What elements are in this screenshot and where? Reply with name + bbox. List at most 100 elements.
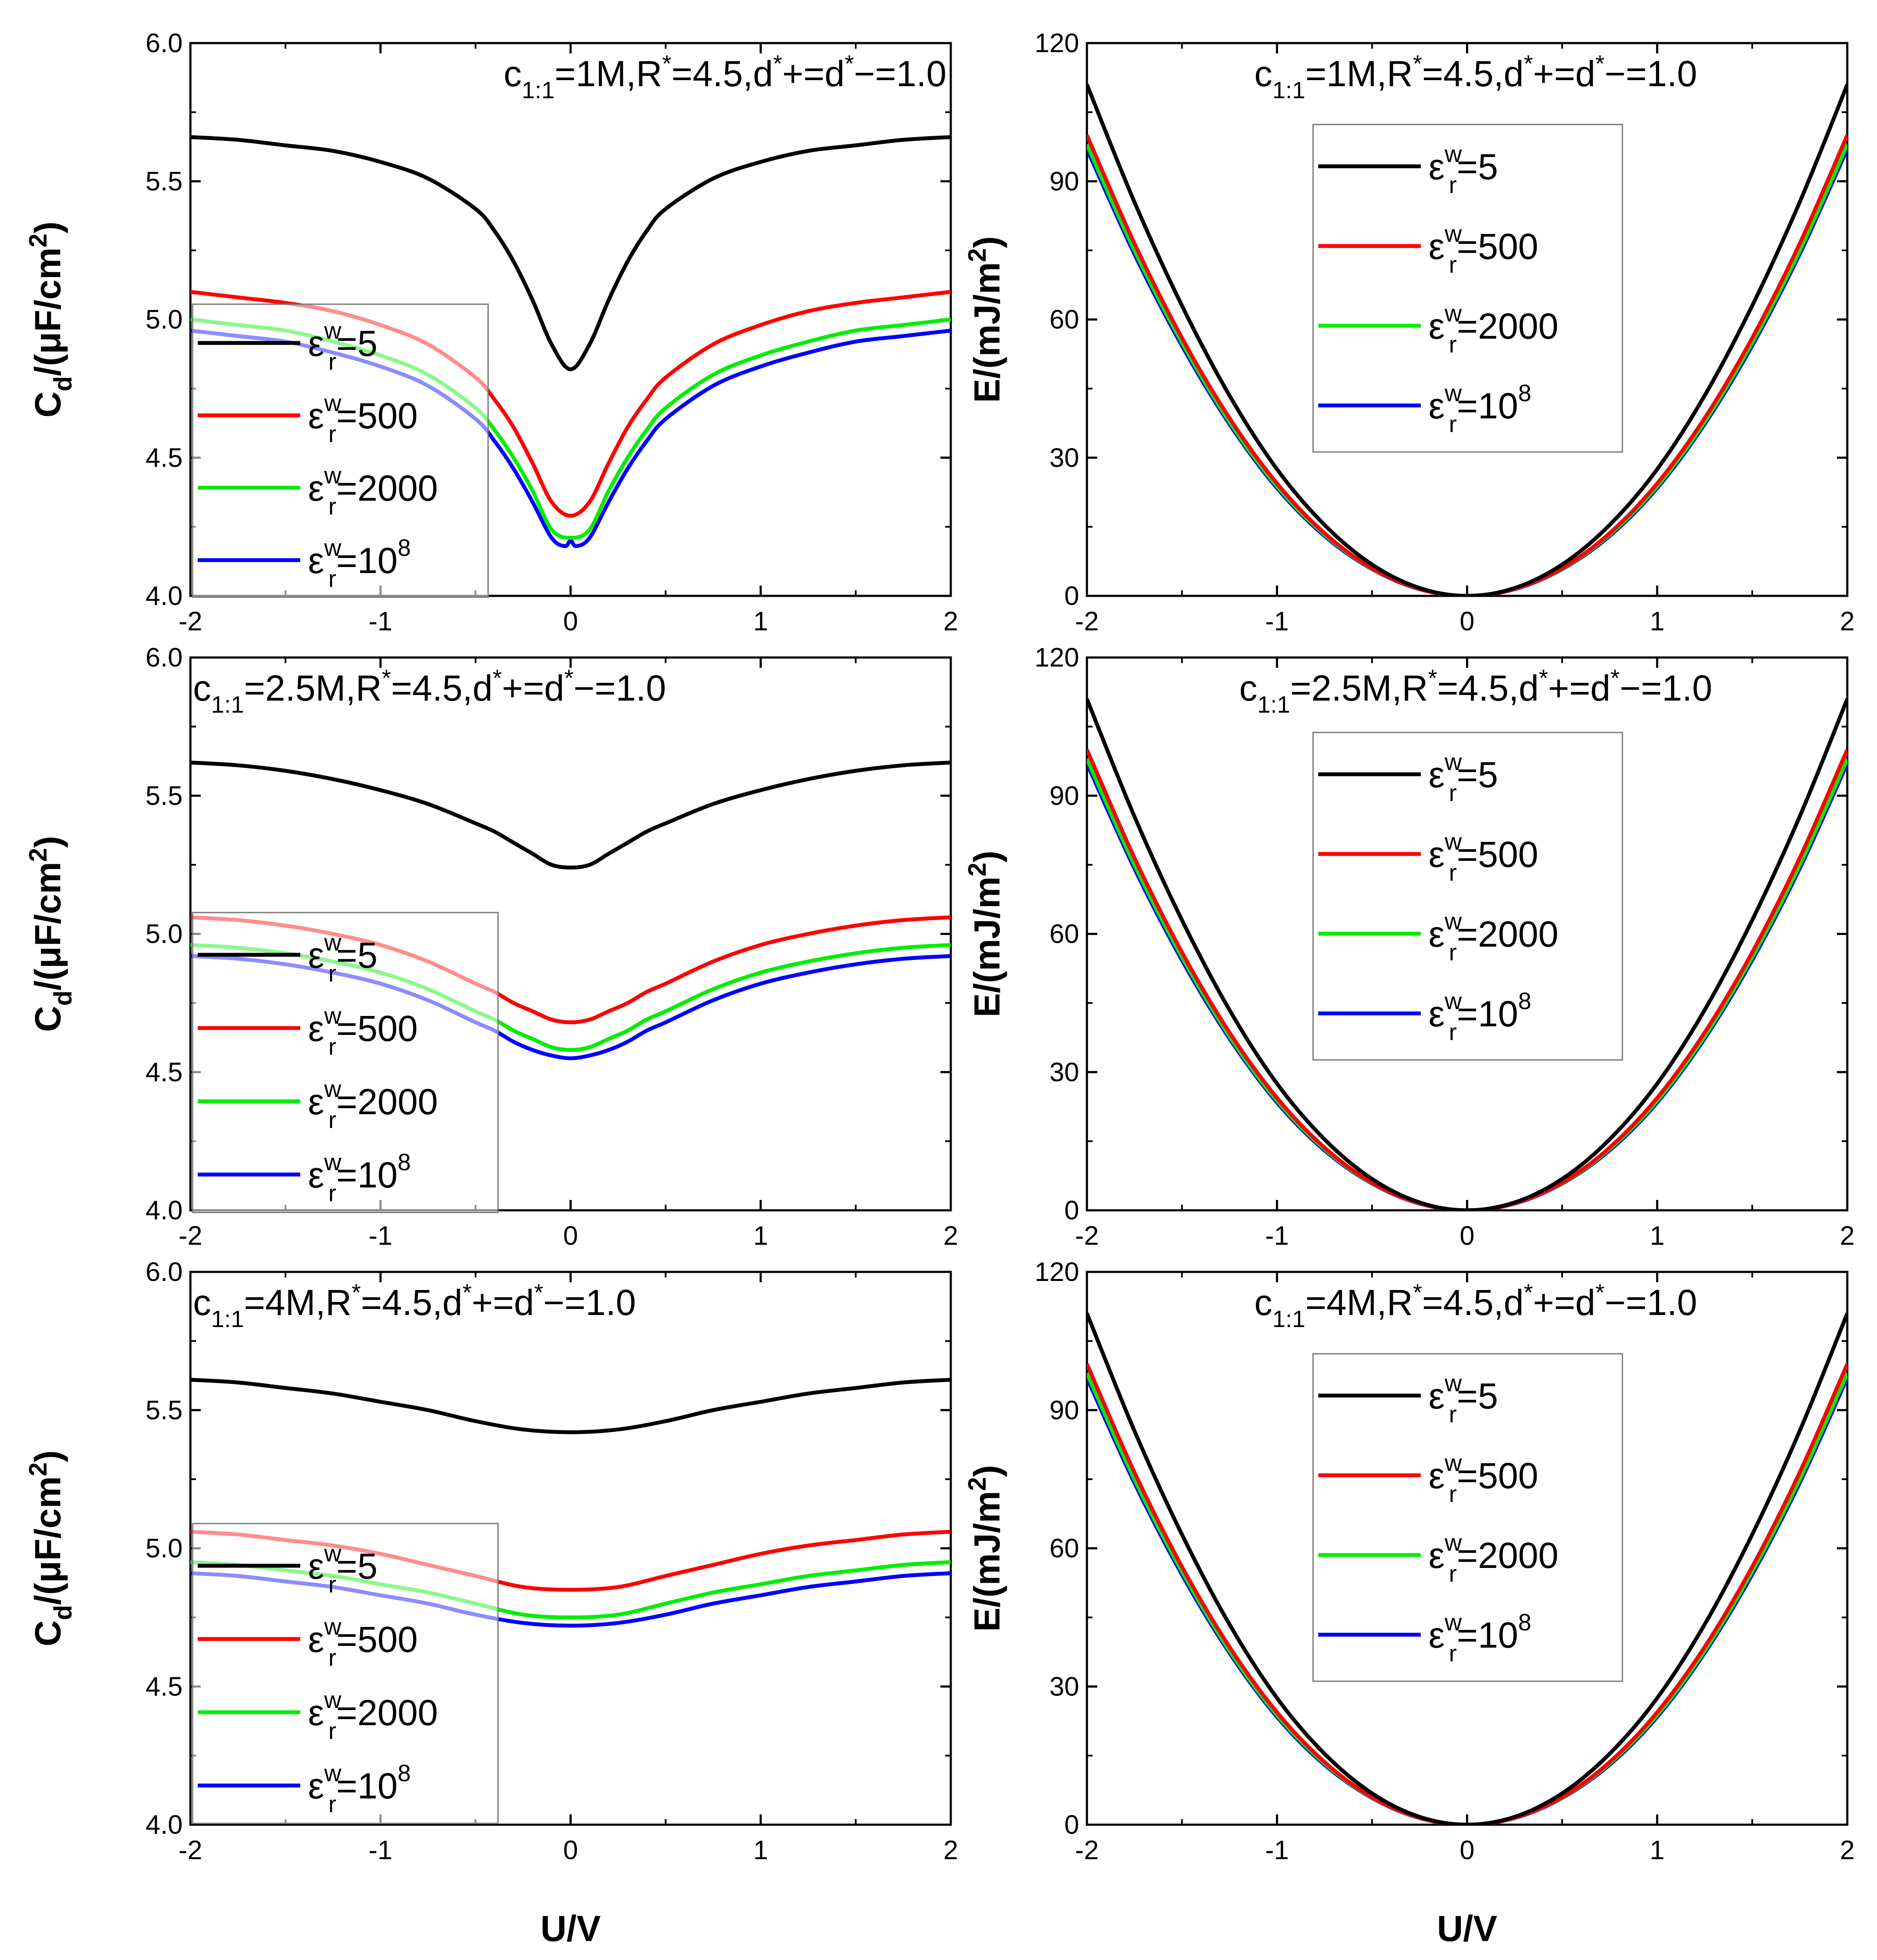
legend-value: =10 bbox=[1457, 386, 1519, 426]
legend-symbol: ε bbox=[308, 1008, 324, 1049]
legend-sup: w bbox=[1444, 828, 1462, 855]
ann-star: * bbox=[1595, 1279, 1604, 1306]
legend-sub: r bbox=[1449, 1560, 1457, 1587]
ann-c: c bbox=[504, 53, 522, 94]
legend-sup: w bbox=[1444, 1609, 1462, 1636]
x-tick-label: 1 bbox=[1650, 607, 1665, 636]
series-line bbox=[190, 135, 951, 371]
ann-sub: 1:1 bbox=[211, 691, 244, 718]
ylabel-end: ) bbox=[967, 851, 1007, 863]
y-tick-label: 5.5 bbox=[146, 1396, 183, 1425]
y-tick-label: 5.5 bbox=[146, 781, 183, 811]
panel-annotation: c1:1=1M,R*=4.5,d*+=d*−=1.0 bbox=[1254, 50, 1697, 103]
legend-value: =10 bbox=[1457, 1615, 1519, 1655]
legend-sub: r bbox=[328, 1717, 336, 1744]
ylabel-sup: 2 bbox=[963, 248, 991, 262]
legend-sup: w bbox=[1444, 1370, 1462, 1396]
y-axis-title: Cd/(μF/cm2) bbox=[24, 221, 77, 418]
x-tick-label: -2 bbox=[1075, 607, 1099, 636]
x-tick-label: 2 bbox=[943, 1835, 958, 1865]
legend-value-sup: 8 bbox=[1518, 380, 1531, 406]
legend-symbol: ε bbox=[1429, 994, 1444, 1034]
legend-value: =2000 bbox=[336, 1692, 438, 1733]
ylabel-end: ) bbox=[28, 1450, 68, 1462]
series-line bbox=[1087, 143, 1847, 596]
legend-sub: r bbox=[1449, 1640, 1457, 1667]
legend-value: =5 bbox=[1457, 754, 1498, 795]
legend-sub: r bbox=[1449, 411, 1457, 437]
x-tick-label: -2 bbox=[178, 1221, 202, 1251]
legend-value: =5 bbox=[1457, 146, 1498, 187]
y-tick-label: 4.5 bbox=[146, 1672, 183, 1701]
x-tick-label: 2 bbox=[1840, 607, 1855, 636]
ann-star: * bbox=[1610, 664, 1619, 691]
ann-star: * bbox=[382, 664, 391, 691]
y-tick-label: 120 bbox=[1035, 643, 1079, 673]
ylabel-main: E/(mJ/m bbox=[967, 876, 1007, 1017]
legend-box bbox=[192, 912, 499, 1213]
legend-sup: w bbox=[324, 1613, 341, 1640]
legend-symbol: ε bbox=[308, 540, 324, 581]
ann-eq: =4M,R bbox=[244, 1282, 352, 1323]
legend-label: εw r=2000 bbox=[1429, 300, 1558, 358]
legend-sub: r bbox=[328, 1033, 336, 1060]
ann-star: * bbox=[463, 1279, 472, 1306]
legend-value: =500 bbox=[336, 1619, 418, 1660]
ann-mid: =4.5,d bbox=[391, 668, 493, 708]
y-tick-label: 60 bbox=[1049, 1534, 1079, 1564]
legend-sub: r bbox=[328, 1180, 336, 1206]
legend-sub: r bbox=[328, 493, 336, 520]
ann-mid: =4.5,d bbox=[1422, 1282, 1524, 1323]
series-line bbox=[190, 1377, 951, 1434]
legend-symbol: ε bbox=[308, 1081, 324, 1122]
legend-label: εw r=2000 bbox=[308, 1075, 438, 1133]
y-tick-label: 5.0 bbox=[146, 305, 183, 335]
y-axis-title: E/(mJ/m2) bbox=[963, 851, 1007, 1017]
ann-star: * bbox=[662, 50, 671, 77]
legend-sup: w bbox=[324, 462, 341, 489]
legend-sup: w bbox=[1444, 140, 1462, 167]
ann-mid: =4.5,d bbox=[1422, 53, 1524, 94]
ann-sub: 1:1 bbox=[1257, 691, 1290, 718]
ylabel-sup: 2 bbox=[963, 1477, 991, 1491]
legend-value: =5 bbox=[336, 935, 378, 975]
series-group bbox=[1087, 1312, 1847, 1825]
legend-label: εw r=2000 bbox=[1429, 1529, 1558, 1587]
legend-sup: w bbox=[1444, 380, 1462, 406]
legend-sup: w bbox=[324, 1760, 341, 1786]
x-tick-label: -2 bbox=[1075, 1221, 1099, 1251]
series-line bbox=[1087, 758, 1847, 1210]
legend-label: εw r=108 bbox=[1429, 380, 1531, 437]
y-tick-label: 5.5 bbox=[146, 167, 183, 196]
ylabel-end: ) bbox=[967, 236, 1007, 248]
legend-sup: w bbox=[324, 317, 341, 344]
legend-box bbox=[192, 1523, 499, 1824]
legend-value: =10 bbox=[336, 1766, 398, 1806]
legend-sub: r bbox=[328, 421, 336, 447]
x-tick-label: -2 bbox=[1075, 1835, 1099, 1865]
legend-sub: r bbox=[328, 1791, 336, 1817]
legend-sub: r bbox=[1449, 779, 1457, 806]
x-tick-label: -1 bbox=[369, 1221, 392, 1251]
legend-symbol: ε bbox=[1429, 386, 1444, 426]
ann-star: * bbox=[1413, 1279, 1422, 1306]
y-tick-label: 5.0 bbox=[146, 1534, 183, 1564]
panel-annotation: c1:1=2.5M,R*=4.5,d*+=d*−=1.0 bbox=[1239, 664, 1712, 718]
ylabel-sup: 2 bbox=[24, 234, 52, 247]
x-tick-label: -2 bbox=[178, 607, 202, 636]
ann-c: c bbox=[193, 668, 211, 708]
ylabel-main: E/(mJ/m bbox=[967, 262, 1007, 403]
series-line bbox=[1087, 748, 1847, 1210]
y-axis-title: E/(mJ/m2) bbox=[963, 1465, 1007, 1632]
x-tick-label: 2 bbox=[1840, 1221, 1855, 1251]
legend-label: εw r=5 bbox=[1429, 1370, 1498, 1427]
legend-value: =500 bbox=[1457, 1455, 1538, 1496]
y-axis-title: Cd/(μF/cm2) bbox=[24, 836, 77, 1032]
legend-sup: w bbox=[324, 1075, 341, 1102]
ylabel-sup: 2 bbox=[24, 1462, 52, 1476]
ylabel-main: E/(mJ/m bbox=[967, 1491, 1007, 1632]
